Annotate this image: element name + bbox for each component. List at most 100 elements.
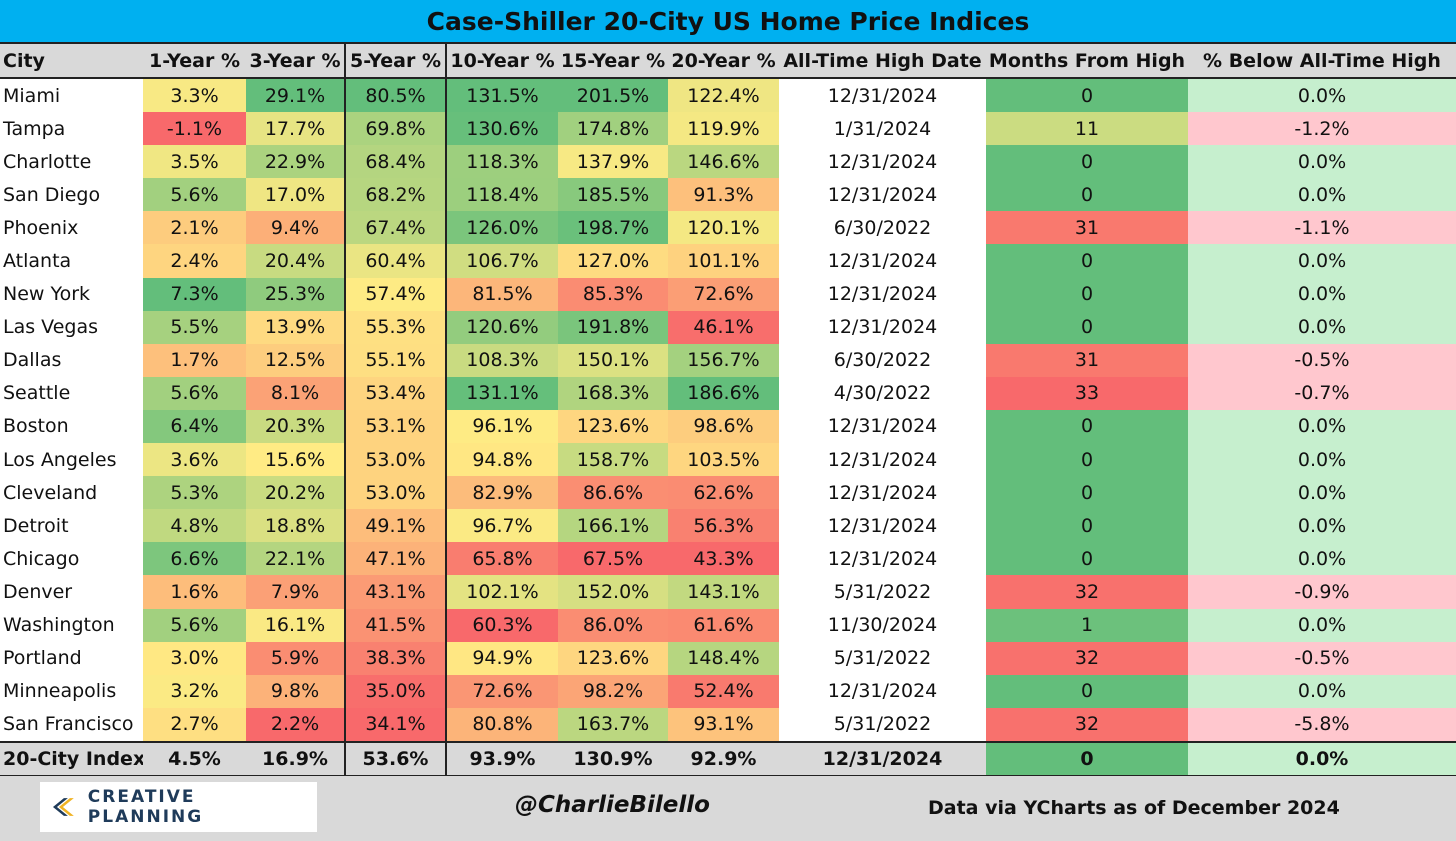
cell-5-year: 60.4% <box>344 244 447 278</box>
cell-20-year: 61.6% <box>668 608 779 642</box>
cell-20-year: 92.9% <box>668 740 779 777</box>
creative-planning-logo: CREATIVE PLANNING <box>40 782 317 832</box>
cell-pct-below-high: 0.0% <box>1188 542 1456 576</box>
cell-20-year: 119.9% <box>668 112 779 146</box>
cell-1-year: 2.1% <box>143 211 246 245</box>
cell-months-from-high: 0 <box>986 178 1188 212</box>
cell-1-year: -1.1% <box>143 112 246 146</box>
cell-city: New York <box>3 283 91 306</box>
cell-5-year: 55.1% <box>344 343 447 377</box>
table-row: Las Vegas 5.5% 13.9% 55.3% 120.6% 191.8% 46.1%… <box>0 310 1456 344</box>
cell-5-year: 43.1% <box>344 575 447 609</box>
cell-3-year: 16.1% <box>246 608 345 642</box>
cell-1-year: 4.8% <box>143 509 246 543</box>
cell-all-time-high-date: 12/31/2024 <box>827 150 938 173</box>
data-source-note: Data via YCharts as of December 2024 <box>928 797 1340 819</box>
cell-15-year: 123.6% <box>558 641 668 675</box>
cell-months-from-high: 0 <box>986 310 1188 344</box>
cell-15-year: 86.0% <box>558 608 668 642</box>
cell-20-year: 122.4% <box>668 78 779 113</box>
cell-1-year: 5.6% <box>143 608 246 642</box>
cell-pct-below-high: -5.8% <box>1188 707 1456 742</box>
cell-10-year: 118.4% <box>446 178 558 212</box>
cell-1-year: 3.6% <box>143 443 246 477</box>
cell-months-from-high: 31 <box>986 211 1188 245</box>
cell-months-from-high: 0 <box>986 740 1188 777</box>
cell-10-year: 130.6% <box>446 112 558 146</box>
table-row: Miami 3.3% 29.1% 80.5% 131.5% 201.5% 122.4% 12/… <box>0 78 1456 113</box>
cell-all-time-high-date: 12/31/2024 <box>779 740 986 777</box>
cell-pct-below-high: 0.0% <box>1188 608 1456 642</box>
cell-1-year: 5.6% <box>143 376 246 410</box>
cell-months-from-high: 11 <box>986 112 1188 146</box>
cell-months-from-high: 0 <box>986 509 1188 543</box>
cell-3-year: 20.3% <box>246 409 345 444</box>
cell-pct-below-high: 0.0% <box>1188 310 1456 344</box>
cell-pct-below-high: -0.5% <box>1188 641 1456 675</box>
header-months-from-high: Months From High <box>986 44 1188 79</box>
cell-10-year: 120.6% <box>446 310 558 344</box>
cell-all-time-high-date: 11/30/2024 <box>827 614 938 637</box>
cell-city: Dallas <box>3 349 62 372</box>
cell-1-year: 5.5% <box>143 310 246 344</box>
cell-pct-below-high: -1.1% <box>1188 211 1456 245</box>
cell-pct-below-high: 0.0% <box>1188 674 1456 708</box>
header-pct-below-high: % Below All-Time High <box>1188 44 1456 79</box>
table-row: Boston 6.4% 20.3% 53.1% 96.1% 123.6% 98.6% 12/3… <box>0 409 1456 444</box>
cell-15-year: 168.3% <box>558 376 668 410</box>
cell-10-year: 131.1% <box>446 376 558 410</box>
cell-10-year: 108.3% <box>446 343 558 377</box>
cell-3-year: 17.0% <box>246 178 345 212</box>
table-row: Washington 5.6% 16.1% 41.5% 60.3% 86.0% 61.6% 1… <box>0 608 1456 642</box>
cell-20-year: 56.3% <box>668 509 779 543</box>
cell-3-year: 7.9% <box>246 575 345 609</box>
cell-15-year: 198.7% <box>558 211 668 245</box>
logo-text: CREATIVE PLANNING <box>87 787 204 827</box>
table-row: Charlotte 3.5% 22.9% 68.4% 118.3% 137.9% 146.6… <box>0 145 1456 179</box>
cell-5-year: 35.0% <box>344 674 447 708</box>
cell-10-year: 131.5% <box>446 78 558 113</box>
cell-months-from-high: 33 <box>986 376 1188 410</box>
cell-pct-below-high: 0.0% <box>1188 178 1456 212</box>
header-1-year: 1-Year % <box>143 44 246 79</box>
cell-city: Detroit <box>3 514 69 537</box>
cell-all-time-high-date: 1/31/2024 <box>833 117 932 140</box>
cell-city: San Diego <box>3 183 101 206</box>
table-row: Seattle 5.6% 8.1% 53.4% 131.1% 168.3% 186.6% 4/… <box>0 376 1456 410</box>
cell-city: Los Angeles <box>3 448 117 471</box>
cell-5-year: 41.5% <box>344 608 447 642</box>
cell-20-year: 91.3% <box>668 178 779 212</box>
cell-city: Las Vegas <box>3 316 98 339</box>
cell-20-year: 146.6% <box>668 145 779 179</box>
cell-15-year: 85.3% <box>558 277 668 311</box>
cell-1-year: 2.4% <box>143 244 246 278</box>
header-row: City 1-Year % 3-Year % 5-Year % 10-Year … <box>0 44 1456 79</box>
cell-20-year: 43.3% <box>668 542 779 576</box>
cell-1-year: 1.6% <box>143 575 246 609</box>
cell-5-year: 49.1% <box>344 509 447 543</box>
cell-city: Phoenix <box>3 216 79 239</box>
table-row: Los Angeles 3.6% 15.6% 53.0% 94.8% 158.7% 103.… <box>0 443 1456 477</box>
cell-15-year: 150.1% <box>558 343 668 377</box>
cell-15-year: 127.0% <box>558 244 668 278</box>
cell-all-time-high-date: 6/30/2022 <box>833 216 932 239</box>
cell-city: Denver <box>3 580 73 603</box>
cell-3-year: 2.2% <box>246 707 345 742</box>
cell-months-from-high: 32 <box>986 575 1188 609</box>
cell-pct-below-high: 0.0% <box>1188 740 1456 777</box>
cell-all-time-high-date: 12/31/2024 <box>827 250 938 273</box>
cell-1-year: 3.3% <box>143 78 246 113</box>
cell-all-time-high-date: 12/31/2024 <box>827 680 938 703</box>
cell-20-year: 156.7% <box>668 343 779 377</box>
cell-15-year: 166.1% <box>558 509 668 543</box>
cell-1-year: 6.6% <box>143 542 246 576</box>
cell-10-year: 60.3% <box>446 608 558 642</box>
cell-1-year: 1.7% <box>143 343 246 377</box>
cell-all-time-high-date: 12/31/2024 <box>827 415 938 438</box>
cell-3-year: 8.1% <box>246 376 345 410</box>
footer: CREATIVE PLANNING @CharlieBilello Data v… <box>0 776 1456 841</box>
header-20-year: 20-Year % <box>668 44 779 79</box>
cell-3-year: 17.7% <box>246 112 345 146</box>
cell-15-year: 201.5% <box>558 78 668 113</box>
cell-10-year: 94.8% <box>446 443 558 477</box>
